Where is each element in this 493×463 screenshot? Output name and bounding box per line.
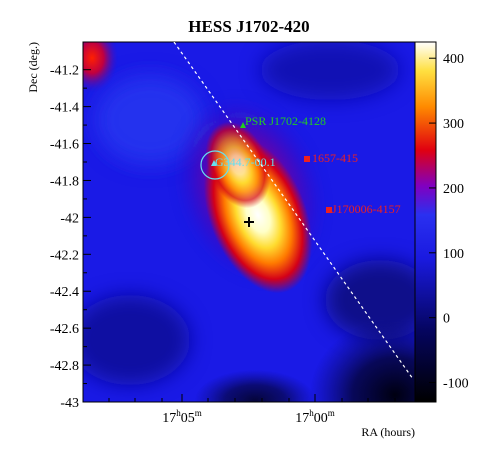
y-tick-label: -41.4 <box>50 101 79 116</box>
colorbar-tick-label: 300 <box>443 117 464 132</box>
colorbar-tick-label: 100 <box>443 247 464 262</box>
y-tick-label: -42.6 <box>50 322 79 337</box>
x-axis-label: RA (hours) <box>361 425 415 439</box>
chart-title: HESS J1702-420 <box>188 17 309 36</box>
dark-region <box>310 320 415 402</box>
y-tick-label: -41.2 <box>50 64 79 79</box>
psr-marker-icon <box>240 122 246 128</box>
source-label-j170006: J170006-4157 <box>332 202 401 216</box>
galactic-plane-line <box>173 42 414 380</box>
y-tick-label: -41.8 <box>50 174 79 189</box>
heatmap-area <box>83 42 415 402</box>
source-1657-marker-icon <box>304 156 310 162</box>
y-tick-label: -42.8 <box>50 359 79 374</box>
colorbar-axis: 400 300 200 100 0 -100 <box>429 52 469 392</box>
colorbar-tick-label: 0 <box>443 312 450 327</box>
snr-marker-icon <box>211 160 217 166</box>
y-tick-label: -42.4 <box>50 285 79 300</box>
x-tick-0-hours: 17 <box>162 411 176 426</box>
y-axis: -41.2 -41.4 -41.6 -41.8 -42 -42.2 -42.4 -42.6 -4… <box>50 64 91 411</box>
source-label-1657: 1657-415 <box>312 151 358 165</box>
source-label-snr: G344.7-00.1 <box>215 155 276 169</box>
y-axis-label: Dec (deg.) <box>26 42 40 93</box>
x-tick-label-1: 17h00m <box>295 408 335 426</box>
best-fit-cross-icon <box>244 217 254 227</box>
x-tick-1-minutes: 00 <box>314 411 328 426</box>
y-tick-label: -42.2 <box>50 248 79 263</box>
y-tick-label: -42 <box>60 211 79 226</box>
x-axis <box>108 394 396 402</box>
corner-emission <box>83 42 118 92</box>
colorbar-tick-label: 400 <box>443 52 464 67</box>
snr-circle-icon <box>200 150 230 180</box>
source-j170006-marker-icon <box>326 207 332 213</box>
x-tick-label-0: 17h05m <box>162 408 202 426</box>
colorbar <box>414 41 437 403</box>
y-tick-label: -43 <box>60 396 79 411</box>
y-tick-label: -41.6 <box>50 138 79 153</box>
x-tick-1-hours: 17 <box>295 411 309 426</box>
colorbar-tick-label: -100 <box>443 377 469 392</box>
colorbar-tick-label: 200 <box>443 182 464 197</box>
x-tick-0-minutes: 05 <box>181 411 195 426</box>
source-label-psr: PSR J1702-4128 <box>245 114 326 128</box>
